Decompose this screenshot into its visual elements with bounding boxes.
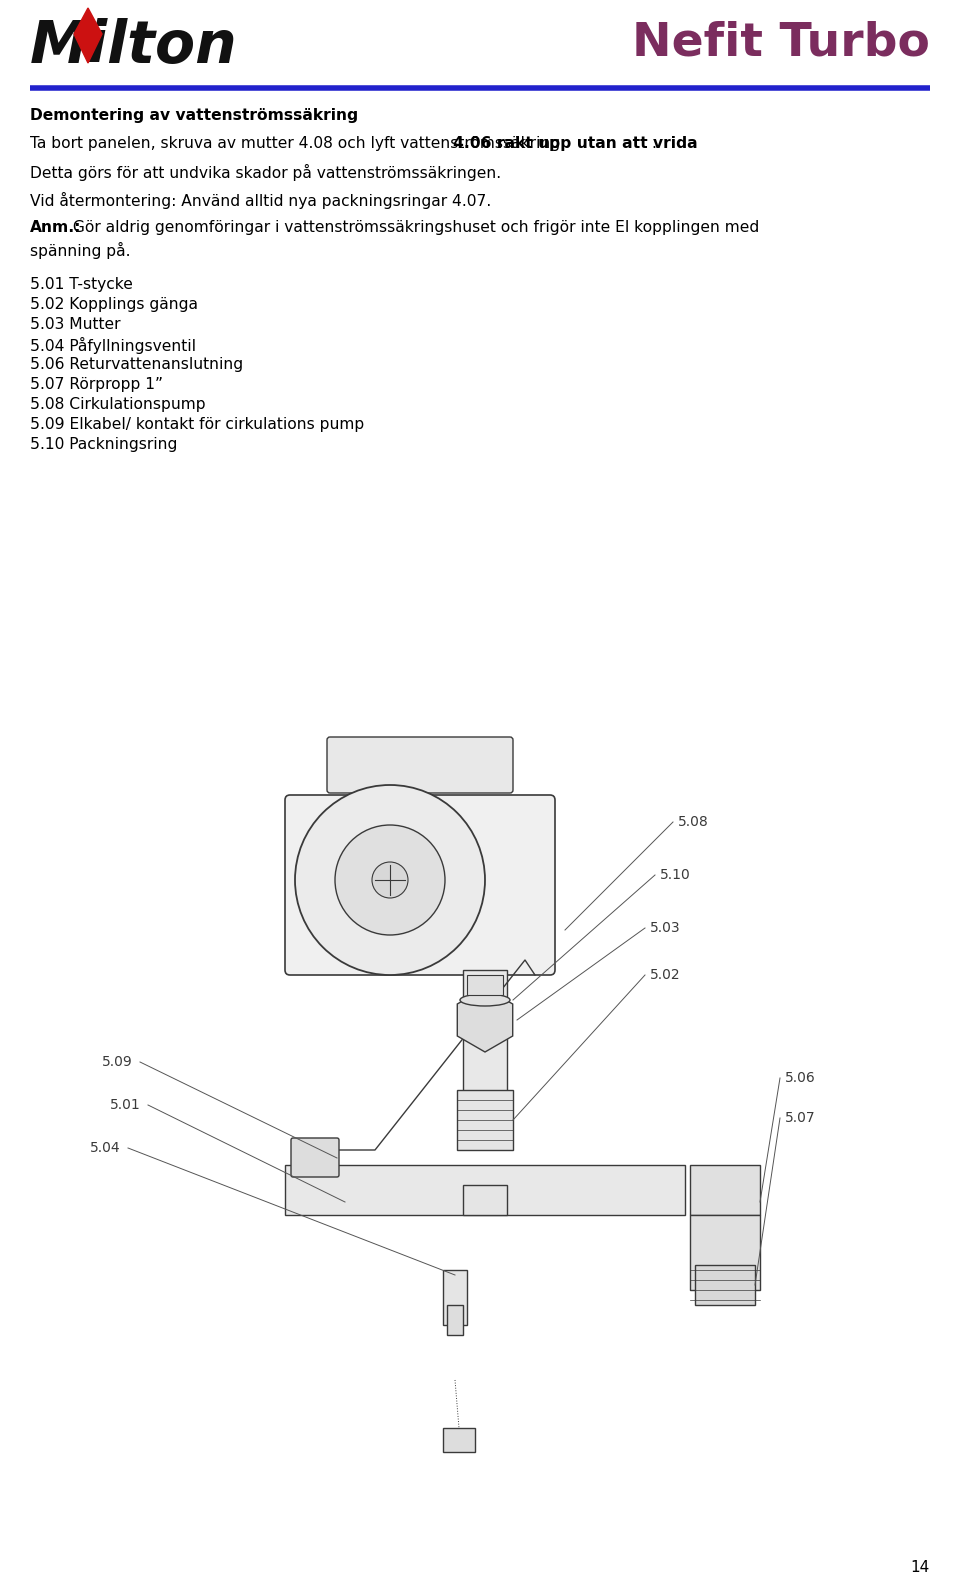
Bar	[457, 1091, 513, 1149]
Text: 5.01: 5.01	[110, 1098, 141, 1111]
Text: 5.03 Mutter: 5.03 Mutter	[30, 317, 121, 333]
Bar	[695, 1266, 755, 1305]
Text: Ta bort panelen, skruva av mutter 4.08 och lyft vattenströmssäkring: Ta bort panelen, skruva av mutter 4.08 o…	[30, 135, 565, 151]
Text: 5.02 Kopplings gänga: 5.02 Kopplings gänga	[30, 298, 198, 312]
Bar	[463, 970, 507, 1130]
FancyBboxPatch shape	[285, 794, 555, 974]
Circle shape	[372, 861, 408, 898]
Circle shape	[295, 785, 485, 974]
Bar	[690, 1215, 760, 1290]
Polygon shape	[443, 1428, 475, 1452]
Text: 5.04: 5.04	[90, 1141, 121, 1156]
Circle shape	[335, 825, 445, 935]
Text: 4.06 rakt upp utan att vrida: 4.06 rakt upp utan att vrida	[453, 135, 698, 151]
Text: 5.06 Returvattenanslutning: 5.06 Returvattenanslutning	[30, 357, 243, 373]
Bar	[467, 974, 503, 995]
Bar	[690, 1165, 760, 1215]
Bar	[463, 1184, 507, 1215]
Text: 5.09: 5.09	[102, 1055, 132, 1068]
Text: Milton: Milton	[30, 18, 238, 75]
Text: 5.04 Påfyllningsventil: 5.04 Påfyllningsventil	[30, 338, 196, 353]
Text: 5.09 Elkabel/ kontakt för cirkulations pump: 5.09 Elkabel/ kontakt för cirkulations p…	[30, 417, 364, 431]
FancyBboxPatch shape	[291, 1138, 339, 1176]
Text: Detta görs för att undvika skador på vattenströmssäkringen.: Detta görs för att undvika skador på vat…	[30, 164, 501, 181]
Text: 5.03: 5.03	[650, 922, 681, 935]
Text: Demontering av vattenströmssäkring: Demontering av vattenströmssäkring	[30, 108, 358, 123]
Text: 5.07: 5.07	[785, 1111, 816, 1126]
FancyBboxPatch shape	[327, 737, 513, 793]
Ellipse shape	[460, 993, 510, 1006]
Text: Gör aldrig genomföringar i vattenströmssäkringshuset och frigör inte El koppling: Gör aldrig genomföringar i vattenströmss…	[68, 220, 759, 236]
Bar	[447, 1305, 463, 1336]
Text: 14: 14	[911, 1560, 930, 1574]
Text: Anm.:: Anm.:	[30, 220, 82, 236]
Text: 5.02: 5.02	[650, 968, 681, 982]
Text: 5.06: 5.06	[785, 1071, 816, 1086]
Text: .: .	[651, 135, 656, 151]
Text: 5.10: 5.10	[660, 868, 691, 882]
Text: 5.08: 5.08	[678, 815, 708, 829]
Text: Vid återmontering: Använd alltid nya packningsringar 4.07.: Vid återmontering: Använd alltid nya pac…	[30, 193, 492, 209]
Text: 5.10 Packningsring: 5.10 Packningsring	[30, 436, 178, 452]
Text: Nefit Turbo: Nefit Turbo	[632, 21, 930, 65]
Text: 5.01 T-stycke: 5.01 T-stycke	[30, 277, 132, 291]
Text: 5.08 Cirkulationspump: 5.08 Cirkulationspump	[30, 396, 205, 412]
Polygon shape	[457, 989, 513, 1052]
Text: 5.07 Rörpropp 1”: 5.07 Rörpropp 1”	[30, 377, 163, 392]
Polygon shape	[74, 8, 102, 64]
Bar	[443, 1270, 467, 1325]
Text: spänning på.: spänning på.	[30, 242, 131, 259]
Bar	[285, 1165, 685, 1215]
